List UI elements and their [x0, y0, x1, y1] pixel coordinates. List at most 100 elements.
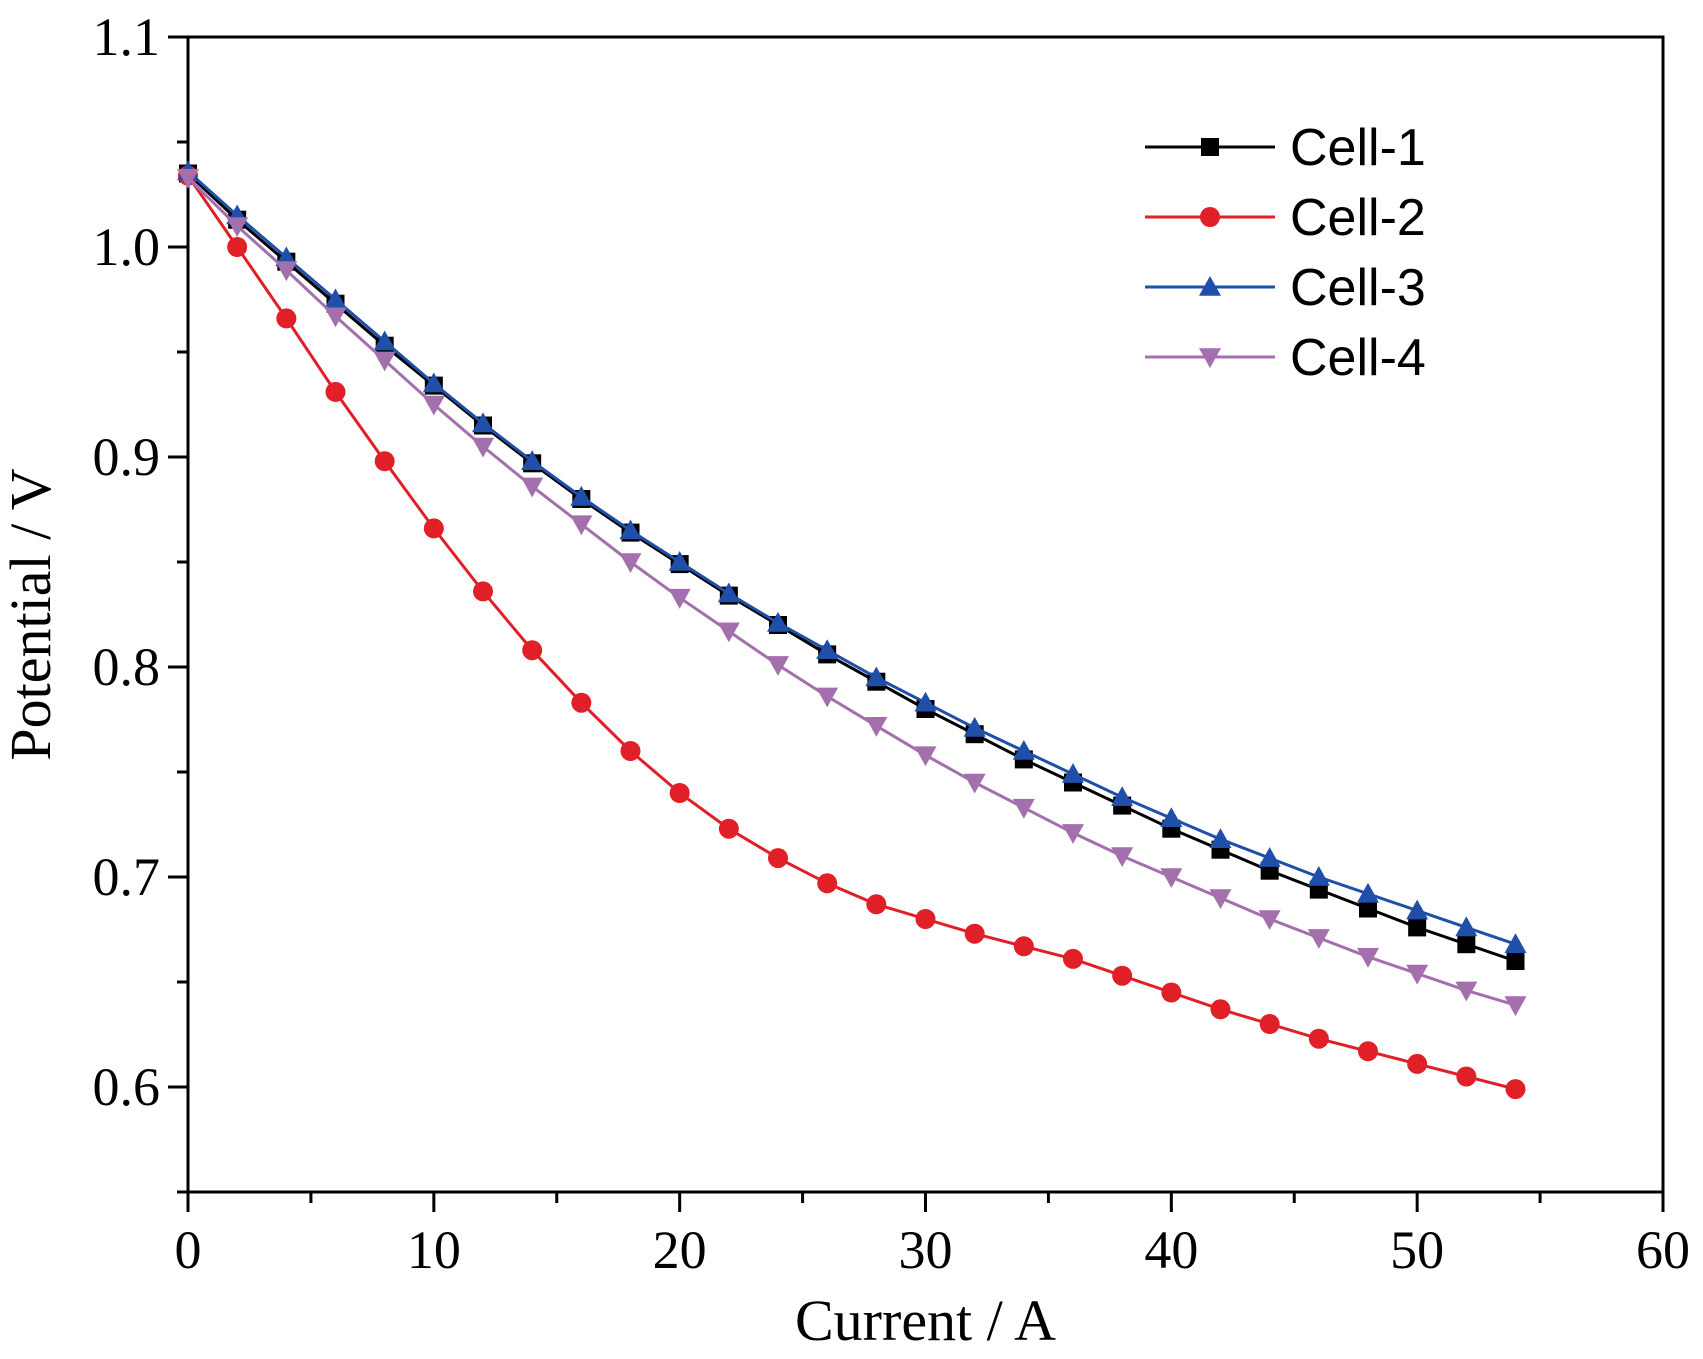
data-point: [1062, 824, 1084, 844]
data-point: [817, 873, 838, 894]
y-axis: 0.6 0.7 0.8 0.9 1.0 1.1: [93, 7, 188, 1194]
data-point: [521, 477, 544, 498]
data-point: [422, 372, 445, 393]
data-point: [1111, 786, 1134, 806]
data-point: [768, 848, 788, 869]
data-point: [1160, 807, 1183, 827]
data-point: [1307, 929, 1330, 949]
data-point: [816, 639, 839, 659]
data-point: [1457, 935, 1476, 954]
series-line: [186, 172, 1516, 963]
data-point: [473, 581, 493, 602]
data-point: [1160, 868, 1183, 888]
data-point: [668, 588, 691, 609]
legend-label: Cell-1: [1290, 119, 1426, 177]
data-point: [1358, 1041, 1378, 1062]
data-point: [1112, 965, 1133, 986]
legend-item: Cell-3: [1145, 259, 1426, 317]
data-point: [619, 519, 642, 540]
data-point: [1406, 964, 1429, 985]
data-point: [1505, 1079, 1526, 1100]
data-point: [275, 261, 298, 282]
plot-area: 0 10 20 30 40 50 60 0.6 0.7 0.8 0.9 1.0 1.1: [93, 7, 1691, 1280]
x-tick-label: 30: [899, 1220, 953, 1280]
data-point: [1308, 1028, 1329, 1049]
data-point: [1259, 1014, 1280, 1034]
series-line: [186, 170, 1516, 946]
plot-frame: [186, 35, 1665, 1194]
data-point: [374, 451, 395, 472]
x-tick-label: 10: [407, 1220, 461, 1280]
data-point: [1307, 866, 1330, 886]
data-point: [1012, 798, 1035, 819]
x-tick-label: 60: [1636, 1220, 1690, 1280]
x-tick-label: 20: [653, 1220, 707, 1280]
data-point: [620, 741, 641, 761]
legend-label: Cell-2: [1290, 189, 1426, 247]
data-point: [619, 553, 642, 573]
data-point: [1359, 899, 1377, 918]
data-point: [914, 691, 937, 712]
data-point: [325, 381, 346, 402]
data-point: [668, 551, 691, 571]
data-point: [1062, 763, 1084, 783]
legend-item: Cell-2: [1145, 189, 1426, 247]
data-point: [865, 666, 888, 687]
data-point: [521, 450, 544, 470]
series-Cell-4: [177, 168, 1527, 1017]
data-point: [177, 168, 199, 189]
data-point: [1408, 918, 1427, 937]
data-point: [1209, 828, 1232, 848]
legend-label: Cell-4: [1290, 329, 1426, 387]
data-point: [1012, 740, 1035, 760]
data-point: [522, 640, 543, 661]
data-point: [423, 518, 444, 539]
data-point: [1209, 889, 1232, 909]
data-point: [571, 692, 592, 713]
data-point: [767, 611, 789, 632]
data-point: [1210, 999, 1231, 1020]
data-point: [1258, 847, 1281, 867]
x-tick-label: 0: [175, 1220, 202, 1280]
data-point: [767, 656, 789, 676]
data-point: [963, 773, 986, 794]
data-point: [1357, 948, 1379, 968]
data-point: [964, 923, 985, 944]
data-point: [226, 217, 249, 237]
legend-item: Cell-1: [1145, 119, 1426, 177]
data-point: [1111, 847, 1134, 867]
legend: Cell-1 Cell-2 Cell-3 Cell-4: [1145, 119, 1426, 387]
data-point: [1161, 982, 1182, 1003]
data-point: [324, 307, 347, 328]
x-axis: 0 10 20 30 40 50 60: [175, 1192, 1690, 1280]
x-axis-title: Current / A: [795, 1288, 1056, 1353]
x-tick-label: 50: [1390, 1220, 1444, 1280]
data-point: [914, 746, 937, 767]
series-line: [186, 174, 1516, 1091]
data-point: [1455, 981, 1478, 1002]
data-point: [324, 288, 347, 309]
y-tick-label: 0.6: [93, 1057, 161, 1117]
data-point: [866, 894, 887, 915]
data-point: [373, 330, 396, 351]
y-tick-label: 1.0: [93, 217, 161, 277]
data-point: [963, 716, 986, 737]
data-point: [669, 783, 690, 803]
legend-marker: [1199, 348, 1221, 368]
data-point: [422, 395, 445, 416]
data-point: [1455, 916, 1478, 937]
data-point: [717, 622, 740, 643]
data-point: [1013, 936, 1034, 957]
data-point: [570, 485, 593, 506]
data-point: [1504, 996, 1527, 1017]
data-point: [472, 437, 494, 458]
legend-label: Cell-3: [1290, 259, 1426, 317]
x-tick-label: 40: [1144, 1220, 1198, 1280]
data-point: [718, 818, 739, 839]
legend-marker: [1199, 276, 1221, 296]
data-point: [472, 412, 494, 433]
series-line: [186, 176, 1516, 1007]
data-point: [1504, 933, 1527, 953]
data-point: [816, 687, 839, 708]
